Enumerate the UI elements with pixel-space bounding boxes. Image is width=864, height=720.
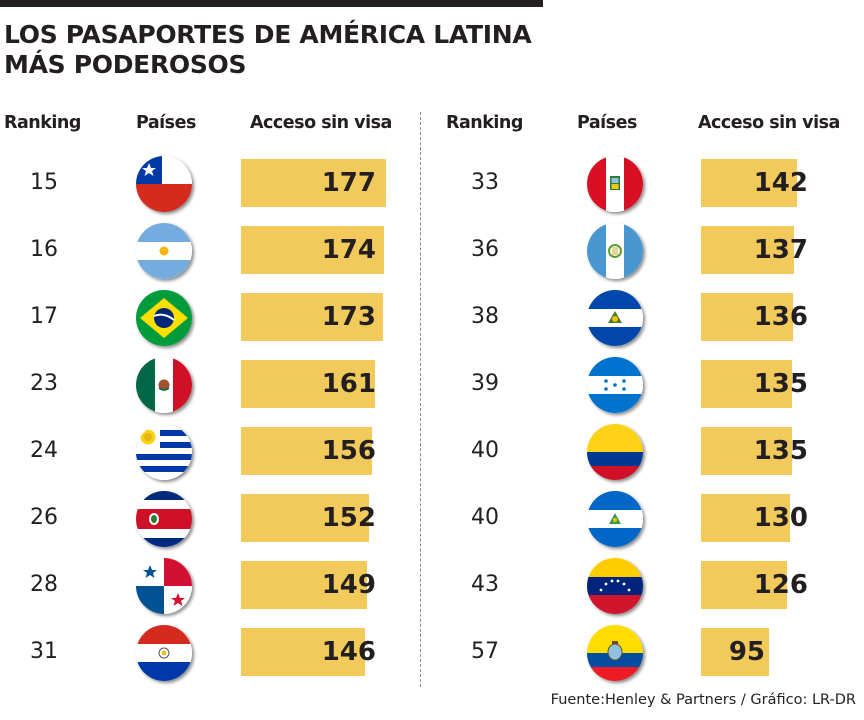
table-row: 40 135 bbox=[455, 418, 821, 484]
rank-label: 38 bbox=[471, 304, 499, 329]
mexico-flag-icon bbox=[136, 357, 192, 413]
brazil-flag-icon bbox=[136, 290, 192, 346]
paraguay-flag-icon bbox=[136, 625, 192, 681]
rank-label: 17 bbox=[30, 304, 58, 329]
bar bbox=[241, 360, 376, 408]
data-label: 130 bbox=[753, 503, 808, 533]
header-access-left: Acceso sin visa bbox=[250, 113, 392, 133]
table-row: 57 95 bbox=[455, 619, 821, 685]
table-row: 43 126 bbox=[455, 552, 821, 618]
header-access-right: Acceso sin visa bbox=[698, 113, 840, 133]
data-label: 173 bbox=[321, 302, 376, 332]
bar bbox=[701, 293, 793, 341]
bar bbox=[241, 628, 366, 676]
data-label: 142 bbox=[753, 168, 808, 198]
top-rule bbox=[0, 0, 543, 7]
bar bbox=[701, 360, 793, 408]
rank-label: 43 bbox=[471, 572, 499, 597]
table-row: 38 136 bbox=[455, 284, 821, 350]
table-row: 40 130 bbox=[455, 485, 821, 551]
bar bbox=[241, 293, 384, 341]
rank-label: 26 bbox=[30, 505, 58, 530]
data-label: 161 bbox=[321, 369, 376, 399]
nicaragua-flag-icon bbox=[587, 491, 643, 547]
venezuela-flag-icon bbox=[587, 558, 643, 614]
header-countries-right: Países bbox=[577, 113, 637, 133]
data-label: 177 bbox=[321, 168, 376, 198]
table-row: 39 135 bbox=[455, 351, 821, 417]
rank-label: 23 bbox=[30, 371, 58, 396]
bar bbox=[241, 159, 386, 207]
rank-label: 15 bbox=[30, 170, 58, 195]
honduras-flag-icon bbox=[587, 357, 643, 413]
bar bbox=[241, 427, 372, 475]
data-label: 174 bbox=[321, 235, 376, 265]
rank-label: 16 bbox=[30, 237, 58, 262]
bar bbox=[701, 159, 797, 207]
rank-label: 33 bbox=[471, 170, 499, 195]
data-label: 152 bbox=[321, 503, 376, 533]
table-row: 24 156 bbox=[14, 418, 390, 484]
bar bbox=[241, 494, 370, 542]
header-ranking-right: Ranking bbox=[446, 113, 523, 133]
ecuador-flag-icon bbox=[587, 625, 643, 681]
panama-flag-icon bbox=[136, 558, 192, 614]
table-row: 16 174 bbox=[14, 217, 390, 283]
data-label: 146 bbox=[321, 637, 376, 667]
chart-title: LOS PASAPORTES DE AMÉRICA LATINA MÁS POD… bbox=[4, 20, 532, 79]
uruguay-flag-icon bbox=[136, 424, 192, 480]
data-label: 95 bbox=[728, 637, 765, 667]
costa-rica-flag-icon bbox=[136, 491, 192, 547]
bar bbox=[701, 628, 769, 676]
rank-label: 40 bbox=[471, 438, 499, 463]
data-label: 135 bbox=[753, 369, 808, 399]
header-ranking-left: Ranking bbox=[4, 113, 81, 133]
bar bbox=[701, 427, 793, 475]
table-row: 28 149 bbox=[14, 552, 390, 618]
argentina-flag-icon bbox=[136, 223, 192, 279]
data-label: 156 bbox=[321, 436, 376, 466]
table-row: 15 177 bbox=[14, 150, 390, 216]
guatemala-flag-icon bbox=[587, 223, 643, 279]
table-row: 26 152 bbox=[14, 485, 390, 551]
bar bbox=[241, 226, 384, 274]
data-label: 136 bbox=[753, 302, 808, 332]
rank-label: 36 bbox=[471, 237, 499, 262]
header-countries-left: Países bbox=[136, 113, 196, 133]
rank-label: 39 bbox=[471, 371, 499, 396]
column-divider bbox=[420, 112, 421, 687]
peru-flag-icon bbox=[587, 156, 643, 212]
bar bbox=[701, 226, 794, 274]
table-row: 31 146 bbox=[14, 619, 390, 685]
rank-label: 31 bbox=[30, 639, 58, 664]
data-label: 126 bbox=[753, 570, 808, 600]
table-row: 33 142 bbox=[455, 150, 821, 216]
data-label: 149 bbox=[321, 570, 376, 600]
rank-label: 57 bbox=[471, 639, 499, 664]
table-row: 36 137 bbox=[455, 217, 821, 283]
table-row: 23 161 bbox=[14, 351, 390, 417]
rank-label: 24 bbox=[30, 438, 58, 463]
chile-flag-icon bbox=[136, 156, 192, 212]
bar bbox=[241, 561, 368, 609]
bar bbox=[701, 494, 790, 542]
data-label: 135 bbox=[753, 436, 808, 466]
el-salvador-flag-icon bbox=[587, 290, 643, 346]
table-row: 17 173 bbox=[14, 284, 390, 350]
data-label: 137 bbox=[753, 235, 808, 265]
source-credit: Fuente:Henley & Partners / Gráfico: LR-D… bbox=[550, 692, 856, 708]
rank-label: 40 bbox=[471, 505, 499, 530]
bar bbox=[701, 561, 788, 609]
rank-label: 28 bbox=[30, 572, 58, 597]
colombia-flag-icon bbox=[587, 424, 643, 480]
